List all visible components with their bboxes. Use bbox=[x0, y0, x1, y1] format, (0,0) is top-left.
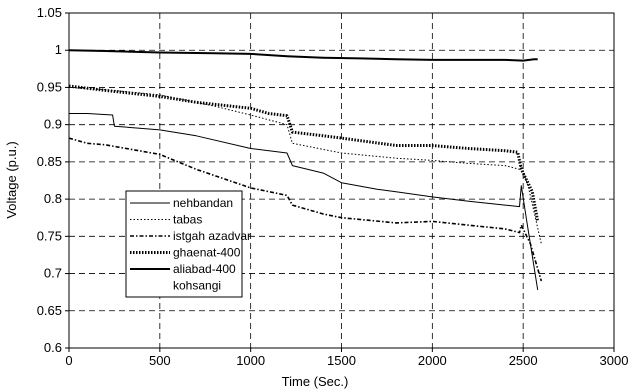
series-line-nehbandan bbox=[69, 113, 539, 290]
legend-label: aliabad-400 bbox=[173, 262, 236, 276]
x-tick-label: 3000 bbox=[600, 353, 629, 368]
y-tick-label: 1 bbox=[55, 42, 62, 57]
legend-box bbox=[125, 190, 243, 298]
y-axis-title: Voltage (p.u.) bbox=[4, 141, 19, 218]
y-tick-label: 0.95 bbox=[37, 79, 62, 94]
legend: nehbandan tabas istgah azadvar ghaenat-400 a… bbox=[125, 190, 251, 298]
series-line-tabas bbox=[68, 86, 542, 244]
y-tick-label: 0.7 bbox=[44, 266, 62, 281]
legend-label: tabas bbox=[173, 213, 202, 227]
legend-label: kohsangi bbox=[173, 279, 221, 293]
legend-label: ghaenat-400 bbox=[173, 246, 241, 260]
y-tick-label: 0.65 bbox=[37, 303, 62, 318]
y-tick-label: 0.9 bbox=[44, 117, 62, 132]
legend-label: istgah azadvar bbox=[173, 229, 251, 243]
x-tick-label: 2000 bbox=[418, 353, 447, 368]
y-tick-label: 0.8 bbox=[44, 191, 62, 206]
y-tick-label: 0.85 bbox=[37, 154, 62, 169]
series-line-istgah-azadvar bbox=[68, 137, 543, 282]
y-axis-ticks: 0.6 0.65 0.7 0.75 0.8 0.85 0.9 0.95 1 1.05 bbox=[37, 5, 69, 355]
x-tick-label: 0 bbox=[65, 353, 72, 368]
series-lines bbox=[68, 49, 543, 290]
x-tick-label: 2500 bbox=[509, 353, 538, 368]
x-tick-label: 1500 bbox=[327, 353, 356, 368]
y-tick-label: 1.05 bbox=[37, 5, 62, 20]
y-tick-label: 0.75 bbox=[37, 228, 62, 243]
series-line-aliabad-400 bbox=[68, 49, 538, 62]
x-tick-label: 500 bbox=[149, 353, 171, 368]
legend-label: nehbandan bbox=[173, 196, 233, 210]
y-tick-label: 0.6 bbox=[44, 340, 62, 355]
x-axis-ticks: 0 500 1000 1500 2000 2500 3000 bbox=[65, 348, 628, 368]
grid-lines bbox=[69, 13, 614, 348]
x-axis-title: Time (Sec.) bbox=[282, 374, 349, 389]
x-tick-label: 1000 bbox=[236, 353, 265, 368]
